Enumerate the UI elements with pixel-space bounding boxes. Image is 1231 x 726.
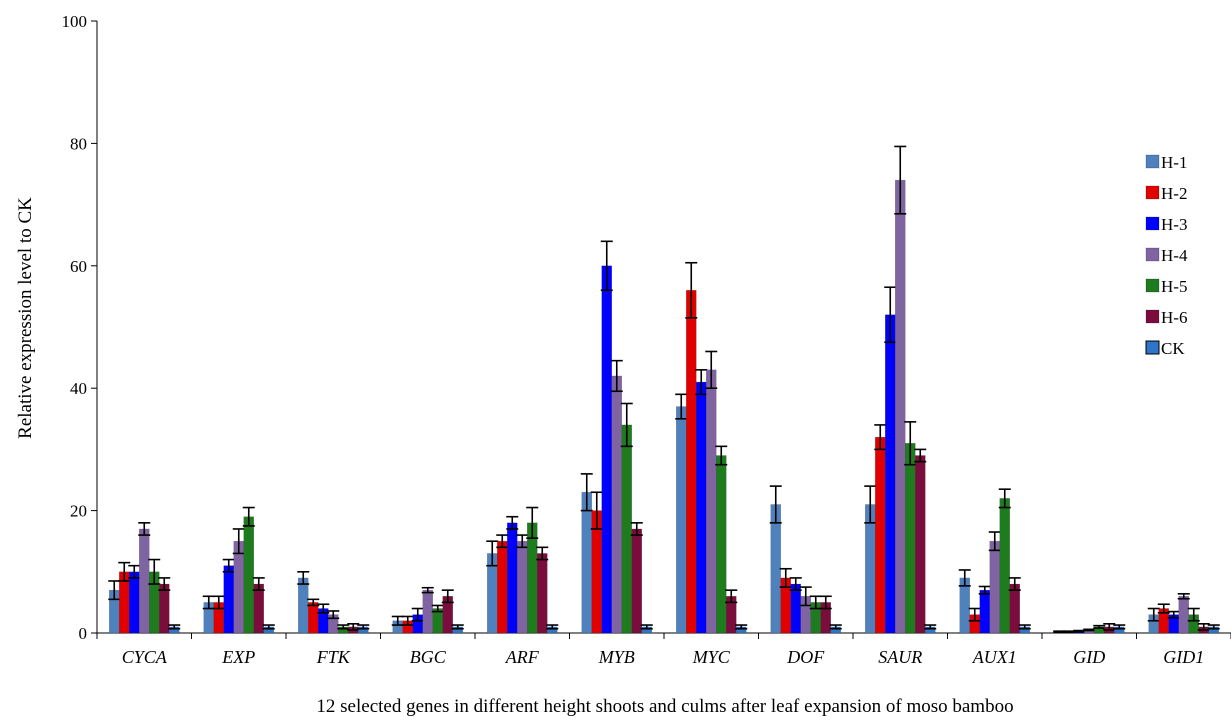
x-tick-label: GID bbox=[1073, 647, 1105, 667]
legend: H-1 H-2 H-3 H-4 H-5 H-6 CK bbox=[1145, 153, 1188, 358]
bar bbox=[298, 577, 309, 634]
bar bbox=[243, 516, 254, 634]
bar bbox=[233, 540, 244, 634]
bar bbox=[979, 589, 990, 634]
bar bbox=[915, 455, 926, 634]
bar bbox=[527, 522, 538, 634]
bar bbox=[537, 553, 548, 634]
x-tick-label: CYCA bbox=[122, 647, 168, 667]
bar bbox=[581, 491, 592, 634]
bar bbox=[716, 455, 727, 634]
x-tick-label: FTK bbox=[316, 647, 351, 667]
legend-swatch bbox=[1145, 340, 1160, 355]
legend-swatch bbox=[1145, 216, 1160, 231]
x-tick-label: AUX1 bbox=[972, 647, 1017, 667]
bar bbox=[770, 504, 781, 634]
y-axis-title: Relative expression level to CK bbox=[15, 197, 36, 439]
legend-swatch bbox=[1145, 185, 1160, 200]
x-tick-label: BGC bbox=[410, 647, 447, 667]
bar bbox=[706, 369, 717, 634]
legend-label: H-4 bbox=[1161, 246, 1188, 265]
bar bbox=[507, 522, 518, 634]
y-tick-label: 40 bbox=[70, 379, 87, 398]
x-tick-label: EXP bbox=[221, 647, 255, 667]
x-tick-label: ARF bbox=[505, 647, 540, 667]
legend-label: H-3 bbox=[1161, 215, 1187, 234]
bar bbox=[885, 314, 896, 634]
bar bbox=[1009, 583, 1020, 634]
bar bbox=[159, 583, 170, 634]
bar bbox=[989, 540, 1000, 634]
x-tick-label: GID1 bbox=[1163, 647, 1204, 667]
bar bbox=[865, 504, 876, 634]
legend-label: H-5 bbox=[1161, 277, 1187, 296]
bar bbox=[905, 443, 916, 634]
bar bbox=[686, 290, 697, 634]
x-tick-label: MYC bbox=[692, 647, 731, 667]
bar bbox=[497, 540, 508, 634]
bar bbox=[999, 498, 1010, 634]
y-tick-label: 20 bbox=[70, 502, 87, 521]
y-axis: 0 20 40 60 80 100 bbox=[62, 12, 98, 643]
legend-swatch bbox=[1145, 247, 1160, 262]
x-axis-title: 12 selected genes in different height sh… bbox=[316, 696, 1013, 717]
bar bbox=[422, 589, 433, 634]
y-tick-label: 60 bbox=[70, 257, 87, 276]
bar bbox=[308, 602, 319, 634]
y-tick-label: 0 bbox=[79, 624, 88, 643]
bar bbox=[790, 583, 801, 634]
bar bbox=[875, 436, 886, 634]
bar bbox=[895, 179, 906, 634]
bar bbox=[611, 375, 622, 634]
bar-groups bbox=[108, 145, 1220, 634]
legend-label: CK bbox=[1161, 339, 1185, 358]
bar bbox=[223, 565, 234, 634]
bar bbox=[621, 424, 632, 634]
legend-label: H-6 bbox=[1161, 308, 1187, 327]
bar bbox=[631, 528, 642, 634]
bar bbox=[139, 528, 150, 634]
bar bbox=[517, 540, 528, 634]
bar bbox=[129, 571, 140, 634]
legend-swatch bbox=[1145, 154, 1160, 169]
bar bbox=[253, 583, 264, 634]
bar bbox=[1178, 596, 1189, 634]
x-axis: CYCA EXP FTK BGC ARF MYB MYC DOF SAUR AUX1 GID GID1 bbox=[96, 632, 1231, 667]
bar bbox=[676, 406, 687, 634]
x-tick-label: DOF bbox=[786, 647, 825, 667]
x-tick-label: MYB bbox=[598, 647, 635, 667]
legend-swatch bbox=[1145, 309, 1160, 324]
legend-swatch bbox=[1145, 278, 1160, 293]
legend-label: H-1 bbox=[1161, 153, 1187, 172]
bar bbox=[601, 265, 612, 634]
y-tick-label: 100 bbox=[62, 12, 88, 31]
x-tick-label: SAUR bbox=[878, 647, 922, 667]
y-tick-label: 80 bbox=[70, 134, 87, 153]
legend-label: H-2 bbox=[1161, 184, 1187, 203]
bar bbox=[696, 381, 707, 634]
